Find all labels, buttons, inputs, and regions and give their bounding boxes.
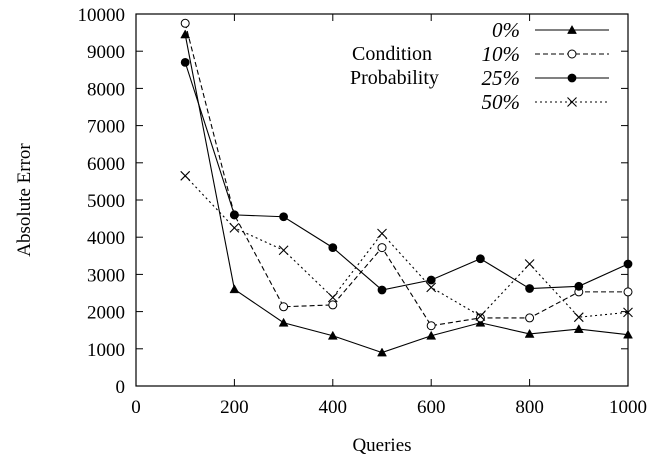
data-point — [328, 300, 338, 310]
data-point — [623, 329, 633, 339]
y-tick-label: 9000 — [87, 42, 125, 63]
data-point — [180, 57, 190, 67]
series-line — [184, 175, 629, 318]
legend-label: 25% — [482, 66, 521, 90]
data-point — [278, 245, 289, 256]
axis-ticks: 0 200 400 600 800 100001000200030004000500060… — [78, 5, 648, 418]
data-point — [623, 287, 633, 297]
data-point — [525, 284, 534, 293]
x-tick-label: 800 — [515, 397, 544, 418]
legend-label: 50% — [482, 90, 521, 114]
data-point — [475, 311, 486, 321]
y-tick-label: 2000 — [87, 303, 125, 324]
data-point — [573, 324, 584, 333]
data-point — [377, 347, 387, 357]
data-point — [229, 284, 240, 294]
data-point — [475, 313, 485, 323]
data-point — [180, 170, 191, 181]
legend-label: 0% — [492, 18, 520, 42]
data-point — [279, 212, 289, 222]
data-point — [377, 285, 387, 295]
x-tick-label: 600 — [417, 397, 446, 418]
data-point — [327, 292, 338, 303]
data-point — [377, 243, 387, 253]
series-2 — [180, 57, 633, 295]
y-axis-label: Absolute Error — [14, 143, 35, 257]
legend-swatch-marker — [567, 49, 577, 59]
series-layer — [180, 18, 633, 357]
data-point — [426, 330, 437, 340]
legend-swatch-marker — [567, 73, 577, 83]
data-point — [278, 317, 289, 327]
data-point — [328, 243, 338, 253]
data-point — [229, 210, 239, 220]
data-point — [377, 228, 387, 239]
series-1 — [180, 18, 633, 331]
series-0 — [180, 29, 633, 357]
data-point — [475, 254, 485, 264]
data-point — [623, 259, 633, 269]
x-tick-label: 0 — [131, 397, 141, 418]
y-tick-label: 8000 — [87, 79, 125, 100]
data-point — [279, 302, 289, 312]
y-tick-label: 3000 — [87, 265, 125, 286]
x-tick-label: 400 — [319, 397, 348, 418]
data-point — [573, 312, 584, 323]
legend-label: 10% — [482, 42, 521, 66]
data-point — [426, 282, 437, 293]
legend: Condition Probability 0%10%25%50% — [350, 18, 609, 114]
data-point — [525, 313, 535, 323]
y-tick-label: 7000 — [87, 117, 125, 138]
data-point — [623, 307, 633, 318]
y-tick-label: 10000 — [78, 5, 126, 26]
x-tick-label: 200 — [220, 397, 249, 418]
legend-entries: 0%10%25%50% — [482, 18, 609, 114]
data-point — [229, 223, 240, 233]
data-point — [426, 321, 436, 331]
x-axis-label: Queries — [352, 435, 411, 456]
y-tick-label: 5000 — [87, 191, 125, 212]
data-point — [524, 328, 535, 338]
legend-swatch-marker — [567, 24, 577, 34]
legend-title-line-2: Probability — [350, 67, 439, 89]
data-point — [180, 18, 190, 28]
y-tick-label: 0 — [116, 377, 126, 398]
series-line — [184, 23, 628, 327]
data-point — [524, 259, 535, 269]
y-tick-label: 1000 — [87, 340, 125, 361]
y-tick-label: 4000 — [87, 228, 125, 249]
legend-title-line-1: Condition — [352, 43, 432, 65]
x-tick-label: 1000 — [609, 397, 647, 418]
series-line — [184, 34, 629, 354]
series-3 — [180, 170, 633, 323]
data-point — [327, 330, 338, 340]
y-tick-label: 6000 — [87, 154, 125, 175]
data-point — [574, 281, 584, 291]
data-point — [426, 275, 436, 285]
legend-swatch-marker — [567, 97, 577, 107]
series-line — [184, 62, 629, 291]
